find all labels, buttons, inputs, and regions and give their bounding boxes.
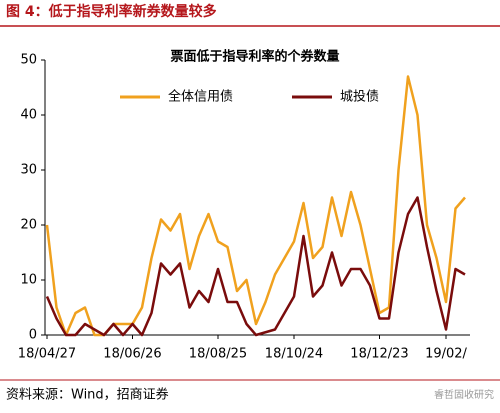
y-tick-label: 0: [29, 328, 37, 343]
y-tick-label: 40: [20, 108, 37, 123]
x-tick-label: 18/08/25: [189, 347, 247, 362]
y-tick-label: 30: [20, 163, 37, 178]
y-tick-label: 10: [20, 273, 37, 288]
legend-label: 城投债: [340, 89, 379, 105]
series-line: [45, 75, 466, 337]
y-tick-label: 50: [20, 53, 37, 68]
x-tick-label: 18/04/27: [18, 347, 76, 362]
legend-label: 全体信用债: [168, 89, 233, 105]
x-tick-label: 18/06/26: [103, 347, 161, 362]
source: 资料来源：Wind，招商证券: [6, 387, 169, 403]
y-tick-label: 20: [20, 218, 37, 233]
watermark: 睿哲固收研究: [434, 388, 494, 401]
chart-title: 票面低于指导利率的个券数量: [170, 49, 339, 65]
x-tick-label: 18/10/24: [265, 347, 323, 362]
series-line: [45, 196, 466, 337]
x-tick-label: 19/02/: [425, 347, 467, 362]
figure-title: 图 4：低于指导利率新券数量较多: [6, 3, 217, 20]
x-tick-label: 18/12/23: [350, 347, 408, 362]
